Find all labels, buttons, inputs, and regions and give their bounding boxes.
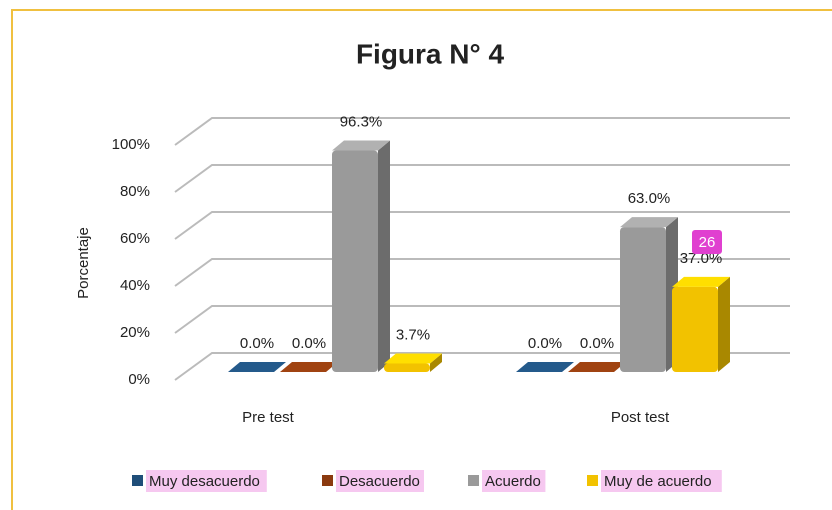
bar-front xyxy=(384,363,430,372)
bar-top xyxy=(672,276,730,287)
legend-highlight xyxy=(482,470,546,492)
bar xyxy=(568,362,626,372)
bar-top xyxy=(620,217,678,228)
legend-highlight xyxy=(601,470,722,492)
chart-title: Figura N° 4 xyxy=(356,38,505,69)
data-label: 37.0% xyxy=(680,250,723,267)
bar xyxy=(280,362,338,372)
bar-front xyxy=(672,286,718,372)
data-label: 0.0% xyxy=(240,335,274,352)
bar-side xyxy=(378,140,390,372)
legend-swatch xyxy=(132,475,143,486)
data-label: 96.3% xyxy=(340,113,383,130)
bar xyxy=(672,276,730,372)
bar-top xyxy=(516,362,574,372)
x-tick-label: Post test xyxy=(611,409,670,426)
legend-swatch xyxy=(468,475,479,486)
annotation-box xyxy=(692,230,722,254)
data-label: 0.0% xyxy=(580,335,614,352)
legend-highlight xyxy=(146,470,267,492)
y-tick-label: 60% xyxy=(120,230,150,247)
legend-label: Muy de acuerdo xyxy=(604,473,712,490)
legend-label: Acuerdo xyxy=(485,473,541,490)
legend-label: Muy desacuerdo xyxy=(149,473,260,490)
y-tick-label: 40% xyxy=(120,277,150,294)
bar xyxy=(620,217,678,372)
y-tick-label: 100% xyxy=(112,136,150,153)
bar-top xyxy=(332,140,390,151)
bar-front xyxy=(332,150,378,372)
bar-front xyxy=(620,227,666,372)
bar-side xyxy=(430,353,442,372)
bar xyxy=(384,353,442,372)
x-tick-label: Pre test xyxy=(242,409,295,426)
grid-line xyxy=(174,352,790,381)
bar-top xyxy=(280,362,338,372)
bar-top xyxy=(228,362,286,372)
legend-highlight xyxy=(336,470,424,492)
grid-line xyxy=(174,211,790,240)
y-axis-label: Porcentaje xyxy=(75,227,92,299)
grid-line xyxy=(174,117,790,146)
legend-label: Desacuerdo xyxy=(339,473,420,490)
y-tick-label: 0% xyxy=(128,371,150,388)
bar xyxy=(516,362,574,372)
bar xyxy=(228,362,286,372)
y-tick-label: 20% xyxy=(120,324,150,341)
bar-side xyxy=(718,276,730,372)
legend-swatch xyxy=(322,475,333,486)
grid-line xyxy=(174,164,790,193)
bar-top xyxy=(568,362,626,372)
annotation: 26 xyxy=(699,234,716,251)
bar xyxy=(332,140,390,372)
data-label: 0.0% xyxy=(292,335,326,352)
bar-top xyxy=(384,353,442,364)
grid-line xyxy=(174,258,790,287)
legend-swatch xyxy=(587,475,598,486)
grid-line xyxy=(174,305,790,334)
data-label: 3.7% xyxy=(396,326,430,343)
data-label: 63.0% xyxy=(628,190,671,207)
data-label: 0.0% xyxy=(528,335,562,352)
y-tick-label: 80% xyxy=(120,183,150,200)
